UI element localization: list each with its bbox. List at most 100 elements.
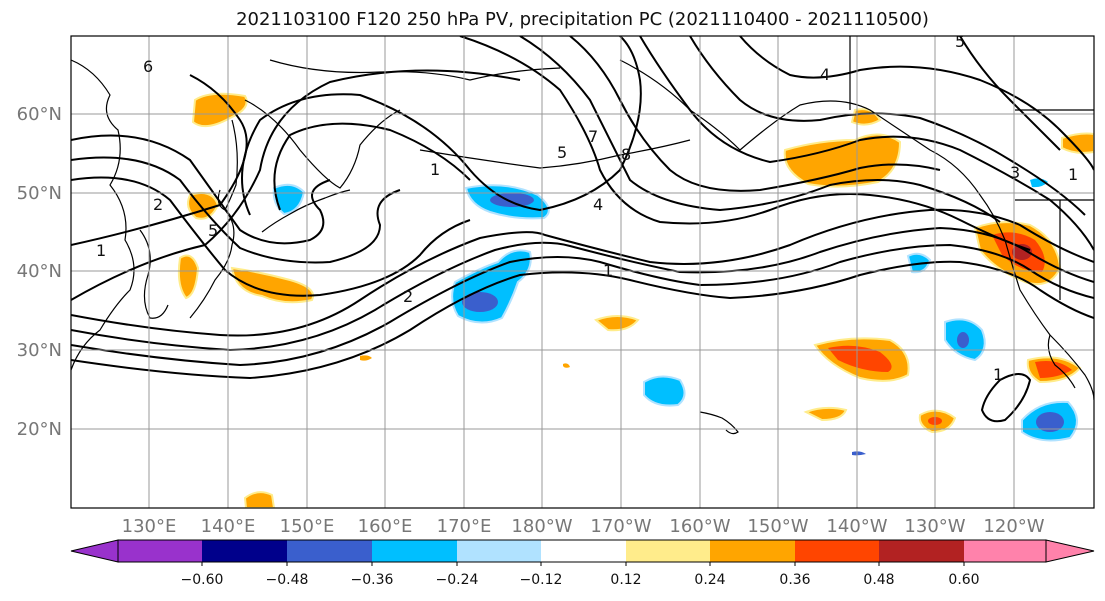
map-panel: 6 1 2 5 1 5 7 8 4 1 2 4 5 3 1 1	[71, 32, 1094, 508]
hawaii-islands	[699, 411, 739, 435]
contour-label: 6	[143, 57, 153, 76]
precip-positive-area	[243, 491, 276, 508]
colorbar-segment	[795, 540, 879, 562]
map-frame	[70, 35, 1095, 509]
precip-positive-core	[1035, 361, 1072, 378]
precip-negative-core	[462, 292, 498, 312]
pv-contour	[980, 373, 1032, 423]
precip-positive-area	[594, 315, 640, 332]
lon-label: 130°E	[122, 516, 177, 537]
colorbar-low-extension	[70, 539, 119, 563]
pv-contour	[569, 36, 941, 192]
precip-positive-area	[360, 355, 372, 361]
pv-contour	[71, 208, 1094, 337]
contour-label: 2	[153, 195, 163, 214]
graticule	[71, 36, 1094, 508]
pv-contour	[959, 36, 1061, 151]
colorbar-segment	[457, 540, 541, 562]
precip-positive-area	[850, 108, 882, 126]
lat-label: 50°N	[17, 183, 62, 204]
colorbar-label: −0.60	[181, 572, 224, 588]
precip-negative-core	[1036, 412, 1064, 432]
contour-label: 3	[1010, 163, 1020, 182]
colorbar-label: 0.36	[779, 572, 810, 588]
pv-contour	[71, 74, 248, 246]
north-america-coastline	[979, 194, 1094, 401]
pv-contour	[273, 122, 471, 211]
precip-positive-area	[803, 406, 848, 422]
lat-label: 40°N	[17, 261, 62, 282]
contour-label: 4	[820, 65, 830, 84]
lon-label: 150°W	[747, 516, 808, 537]
colorbar-label: 0.48	[863, 572, 894, 588]
pv-contour	[459, 36, 1031, 251]
precip-negative-area	[272, 183, 306, 216]
aleutian-islands	[419, 139, 691, 169]
lon-label: 170°E	[437, 516, 492, 537]
pv-contour	[71, 134, 331, 245]
precip-positive-area	[783, 133, 902, 188]
pv-contour	[689, 36, 1086, 216]
lat-label: 20°N	[17, 419, 62, 440]
colorbar-segment	[964, 540, 1046, 562]
colorbar-label: 0.24	[694, 572, 725, 588]
colorbar-frame	[117, 539, 1047, 563]
colorbar-segment	[879, 540, 964, 562]
lon-label: 160°W	[669, 516, 730, 537]
pv-contour	[71, 243, 1094, 367]
precip-negative-core	[957, 332, 969, 348]
contour-label: 5	[208, 221, 218, 240]
asia-coastline	[71, 59, 135, 371]
contour-label: 1	[603, 261, 613, 280]
kamchatka-coastline	[244, 99, 401, 189]
colorbar-segment	[287, 540, 372, 562]
precip-positive-area	[1061, 132, 1094, 154]
precip-negative-area	[852, 451, 866, 456]
lat-label: 30°N	[17, 340, 62, 361]
colorbar-high-extension	[1045, 539, 1095, 563]
pv-contour	[71, 69, 521, 301]
map-title: 2021103100 F120 250 hPa PV, precipitatio…	[236, 9, 929, 30]
colorbar-segment	[372, 540, 457, 562]
pv-contour	[71, 260, 1094, 380]
korea-coastline	[139, 229, 169, 319]
lat-label: 60°N	[17, 104, 62, 125]
pv-contour	[519, 36, 1001, 223]
pv-contour	[241, 36, 642, 216]
colorbar-label: 0.12	[610, 572, 641, 588]
contour-label: 5	[955, 32, 965, 51]
colorbar-ticks	[201, 562, 965, 566]
precip-positive-area	[191, 92, 248, 128]
colorbar-label: −0.36	[351, 572, 394, 588]
colorbar-segment	[541, 540, 626, 562]
siberia-coastline	[269, 59, 561, 81]
contour-label: 4	[593, 195, 603, 214]
precip-negative-area	[643, 375, 686, 407]
pv-contour	[71, 226, 1094, 352]
precip-positive-area	[563, 363, 570, 368]
colorbar-segment	[626, 540, 710, 562]
contour-label: 1	[993, 365, 1003, 384]
lon-label: 140°W	[826, 516, 887, 537]
pv-contour	[71, 156, 401, 264]
precip-negative-core	[490, 193, 534, 207]
contour-label: 1	[96, 241, 106, 260]
colorbar-segment	[202, 540, 287, 562]
contour-label: 2	[403, 287, 413, 306]
colorbar-segment	[118, 540, 202, 562]
contour-label: 5	[557, 143, 567, 162]
japan-coastline	[189, 189, 235, 319]
colorbar-segment	[710, 540, 795, 562]
longitude-labels: 130°E 140°E 150°E 160°E 170°E 180°W 170°…	[122, 516, 1045, 537]
lon-label: 120°W	[983, 516, 1044, 537]
lon-label: 160°E	[358, 516, 413, 537]
contour-label: 7	[588, 127, 598, 146]
lon-label: 140°E	[201, 516, 256, 537]
contour-label: 8	[621, 145, 631, 164]
coastlines	[71, 36, 1094, 435]
lon-label: 170°W	[590, 516, 651, 537]
colorbar-label: −0.12	[520, 572, 563, 588]
precipitation-shading	[177, 92, 1094, 508]
precip-positive-core	[828, 345, 892, 372]
